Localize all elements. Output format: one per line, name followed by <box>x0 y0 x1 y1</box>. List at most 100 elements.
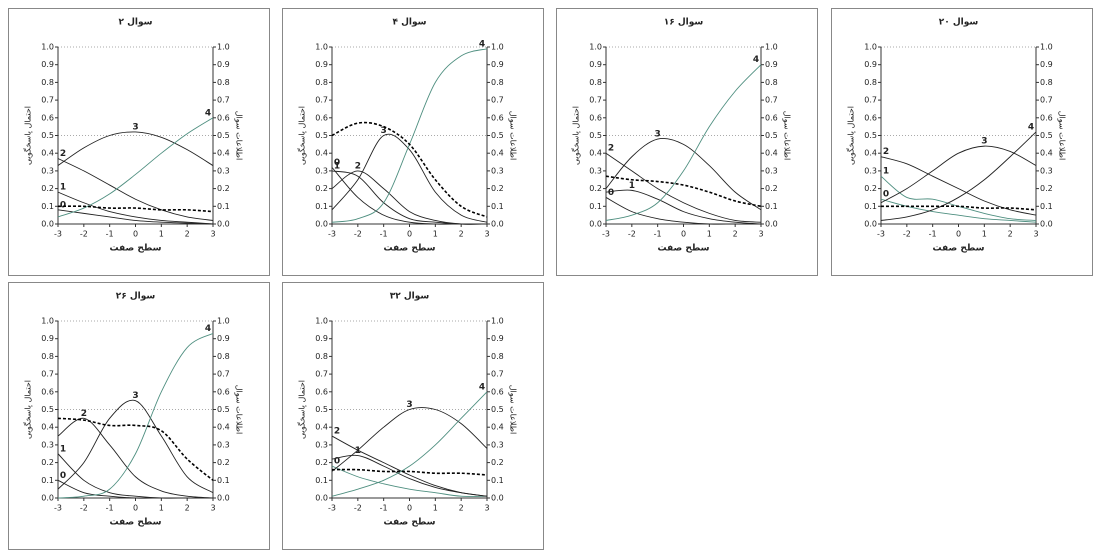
x-tick-label: 2 <box>185 230 190 239</box>
chart-panel: سوال ۲۶ 0.0 0.1 0.2 0.3 0.4 0.5 0.6 0.7 0.8 0.9 1.0… <box>8 282 270 550</box>
y2-tick-label: 0.9 <box>217 60 230 69</box>
curve <box>605 189 762 225</box>
y2-tick-label: 0.6 <box>491 113 504 122</box>
y2-tick-label: 0.0 <box>217 220 230 229</box>
curve <box>605 197 761 225</box>
y2-tick-label: 0.2 <box>765 184 778 193</box>
y-tick-label: 0.2 <box>41 458 54 467</box>
x-tick-label: -3 <box>602 230 610 239</box>
y2-tick-label: 0.9 <box>765 60 778 69</box>
curve-label: 2 <box>883 147 889 157</box>
y2-tick-label: 0.7 <box>1040 96 1053 105</box>
curve-label: 4 <box>205 108 211 118</box>
y-tick-label: 0.9 <box>41 334 54 343</box>
y-tick-label: 0.4 <box>589 149 602 158</box>
y-axis-label: احتمال پاسخگویی <box>23 106 33 165</box>
x-tick-label: -3 <box>54 230 62 239</box>
x-tick-label: 3 <box>210 504 215 513</box>
x-tick-label: 2 <box>185 504 190 513</box>
y-tick-label: 0.4 <box>864 149 877 158</box>
chart-panel: سوال ۲ 0.0 0.1 0.2 0.3 0.4 0.5 0.6 0.7 0.8 0.9 1.0 0… <box>8 8 270 276</box>
chart-title: سوال ۲ <box>118 18 152 28</box>
curve <box>880 205 1037 211</box>
y-tick-label: 0.7 <box>41 96 54 105</box>
y2-tick-label: 0.6 <box>217 113 230 122</box>
x-tick-label: 0 <box>407 230 412 239</box>
y2-tick-label: 0.3 <box>491 166 504 175</box>
x-tick-label: 2 <box>459 230 464 239</box>
curve <box>331 465 488 497</box>
y2-tick-label: 0.7 <box>491 96 504 105</box>
x-tick-label: -2 <box>80 504 88 513</box>
y2-tick-label: 0.1 <box>217 476 230 485</box>
x-tick-label: -1 <box>654 230 662 239</box>
curve-label: 3 <box>655 130 661 140</box>
y2-tick-label: 0.5 <box>491 405 504 414</box>
curve-label: 4 <box>479 39 485 49</box>
curve-label: 2 <box>334 427 340 437</box>
y2-tick-label: 0.1 <box>765 202 778 211</box>
x-tick-label: 2 <box>459 504 464 513</box>
chart-panel: سوال ۴ 0.0 0.1 0.2 0.3 0.4 0.5 0.6 0.7 0.8 0.9 1.0 0… <box>282 8 544 276</box>
y-tick-label: 0.3 <box>589 166 602 175</box>
y2-tick-label: 1.0 <box>491 317 504 326</box>
curve-label: 4 <box>479 382 485 392</box>
curve-label: 1 <box>334 161 340 171</box>
curve-label: 3 <box>406 400 412 410</box>
y2-tick-label: 0.1 <box>1040 202 1053 211</box>
y2-tick-label: 0.3 <box>217 166 230 175</box>
y2-tick-label: 0.3 <box>1040 166 1053 175</box>
y-tick-label: 1.0 <box>589 43 602 52</box>
x-tick-label: 3 <box>484 230 489 239</box>
curve-label: 0 <box>334 457 340 467</box>
curve <box>605 137 762 211</box>
y2-tick-label: 0.8 <box>217 78 230 87</box>
y2-tick-label: 0.8 <box>491 78 504 87</box>
y-tick-label: 0.6 <box>315 387 328 396</box>
curve <box>57 399 214 494</box>
curve <box>331 133 488 223</box>
y-tick-label: 0.6 <box>315 113 328 122</box>
y2-tick-label: 0.5 <box>1040 131 1053 140</box>
curve-label: 2 <box>608 144 614 154</box>
chart-title: سوال ۲۰ <box>939 18 979 28</box>
y-tick-label: 0.3 <box>315 440 328 449</box>
curve-label: 3 <box>132 122 138 132</box>
chart-title: سوال ۴ <box>392 18 426 28</box>
x-axis-label: سطح صفت <box>384 518 436 528</box>
y-tick-label: 0.6 <box>41 113 54 122</box>
y-tick-label: 0.5 <box>315 405 328 414</box>
curve <box>331 170 488 225</box>
y-tick-label: 0.0 <box>315 494 328 503</box>
x-tick-label: -2 <box>628 230 636 239</box>
y2-tick-label: 1.0 <box>1040 43 1053 52</box>
x-tick-label: 0 <box>133 504 138 513</box>
curve <box>605 64 762 221</box>
y2-tick-label: 0.5 <box>491 131 504 140</box>
curve-label: 0 <box>608 188 614 198</box>
y2-tick-label: 0.1 <box>491 202 504 211</box>
y2-tick-label: 0.2 <box>217 184 230 193</box>
curve-label: 2 <box>60 149 66 159</box>
curve-label: 3 <box>381 126 387 136</box>
curve <box>331 121 488 218</box>
y-tick-label: 0.4 <box>315 423 328 432</box>
curve <box>57 117 214 218</box>
x-tick-label: -1 <box>929 230 937 239</box>
x-tick-label: -3 <box>328 230 336 239</box>
x-tick-label: -1 <box>106 504 114 513</box>
panel-border <box>8 282 270 550</box>
chart-panel: سوال ۱۶ 0.0 0.1 0.2 0.3 0.4 0.5 0.6 0.7 0.8 0.9 1.0… <box>556 8 818 276</box>
y2-axis-label: اطلاعات سوال <box>509 111 518 161</box>
panel-border <box>282 8 544 276</box>
y2-tick-label: 0.5 <box>765 131 778 140</box>
y-tick-label: 0.0 <box>41 220 54 229</box>
x-tick-label: -3 <box>877 230 885 239</box>
panel-border <box>556 8 818 276</box>
x-tick-label: -1 <box>380 504 388 513</box>
curve-label: 1 <box>60 183 66 193</box>
chart-title: سوال ۳۲ <box>390 292 430 302</box>
x-tick-label: -2 <box>903 230 911 239</box>
y2-tick-label: 0.3 <box>491 440 504 449</box>
y2-tick-label: 0.0 <box>217 494 230 503</box>
